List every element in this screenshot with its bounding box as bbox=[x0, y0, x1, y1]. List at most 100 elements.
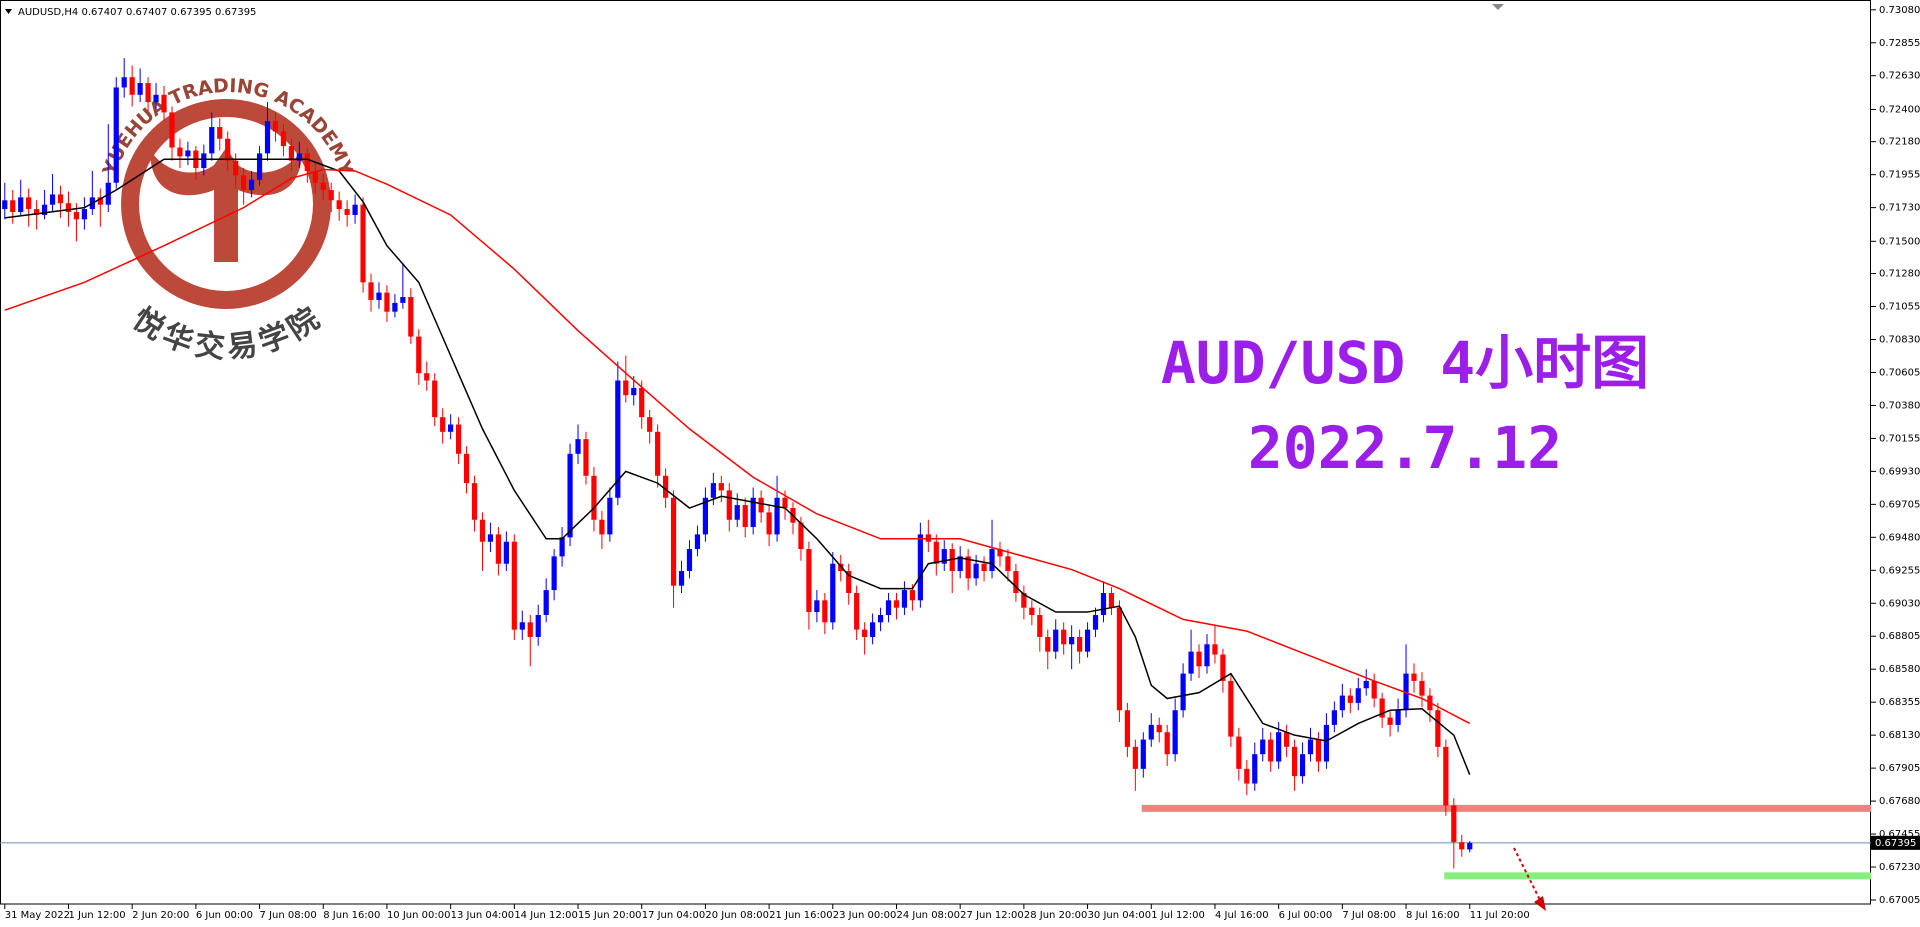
y-tick-label: 0.70155 bbox=[1879, 433, 1920, 444]
logo-mark bbox=[150, 148, 302, 262]
candle-body bbox=[479, 519, 486, 542]
x-tick-label: 1 Jul 12:00 bbox=[1151, 910, 1205, 921]
candle-body bbox=[137, 83, 143, 95]
candle-body bbox=[1148, 724, 1154, 740]
candle-body bbox=[917, 534, 923, 601]
plot-layer bbox=[0, 58, 1871, 880]
candle-body bbox=[113, 87, 119, 183]
candle-body bbox=[877, 614, 884, 623]
candle-body bbox=[1387, 717, 1393, 725]
candle-body bbox=[424, 373, 430, 381]
candle-body bbox=[798, 522, 804, 550]
y-tick-label: 0.71055 bbox=[1879, 302, 1920, 313]
candle-body bbox=[185, 150, 191, 157]
x-tick-label: 7 Jul 08:00 bbox=[1342, 910, 1396, 921]
x-tick-label: 8 Jun 16:00 bbox=[323, 910, 380, 921]
y-tick-label: 0.67230 bbox=[1879, 862, 1920, 873]
candle-body bbox=[583, 439, 589, 476]
candle-body bbox=[1204, 644, 1210, 667]
candle-body bbox=[296, 153, 302, 161]
candle-body bbox=[814, 600, 820, 613]
annotation: AUD/USD 4小时图 bbox=[1161, 329, 1649, 397]
candle-body bbox=[2, 200, 8, 210]
candle-body bbox=[734, 505, 740, 520]
candle-body bbox=[49, 194, 56, 205]
candle-body bbox=[885, 600, 892, 615]
candle-body bbox=[1276, 732, 1282, 762]
candle-body bbox=[432, 380, 438, 418]
candle-body bbox=[1371, 680, 1377, 699]
y-tick-label: 0.71280 bbox=[1879, 269, 1920, 280]
x-tick-label: 4 Jul 16:00 bbox=[1215, 910, 1269, 921]
candle-body bbox=[710, 483, 716, 498]
y-tick-label: 0.71500 bbox=[1879, 236, 1920, 247]
candle-body bbox=[1252, 754, 1258, 784]
candle-body bbox=[1467, 842, 1473, 850]
candle-body bbox=[718, 483, 724, 491]
x-tick-label: 23 Jun 00:00 bbox=[833, 910, 897, 921]
y-tick-label: 0.69030 bbox=[1879, 598, 1920, 609]
header-icon bbox=[5, 9, 12, 14]
candle-body bbox=[169, 112, 175, 148]
candle-body bbox=[376, 292, 382, 300]
candle-body bbox=[344, 209, 350, 215]
candle-body bbox=[1180, 673, 1186, 711]
candle-body bbox=[1164, 732, 1170, 755]
y-tick-label: 0.71730 bbox=[1879, 203, 1920, 214]
candle-body bbox=[448, 424, 454, 432]
candle-body bbox=[662, 475, 669, 498]
candle-body bbox=[686, 549, 693, 572]
candle-body bbox=[26, 197, 32, 210]
x-tick-label: 6 Jun 00:00 bbox=[196, 910, 253, 921]
candle-body bbox=[1124, 710, 1130, 747]
candle-body bbox=[1172, 710, 1178, 755]
candle-body bbox=[336, 200, 342, 210]
candle-body bbox=[1196, 651, 1202, 667]
candle-body bbox=[647, 417, 653, 432]
candle-body bbox=[18, 197, 24, 213]
candle-body bbox=[567, 453, 573, 538]
candle-body bbox=[997, 549, 1003, 557]
candle-body bbox=[758, 497, 764, 513]
candle-body bbox=[495, 534, 502, 564]
candle-body bbox=[631, 387, 637, 396]
y-tick-label: 0.69255 bbox=[1879, 565, 1920, 576]
candle-body bbox=[248, 179, 255, 191]
candle-body bbox=[57, 194, 64, 204]
candle-body bbox=[1443, 746, 1449, 806]
candle-body bbox=[1379, 698, 1385, 718]
x-tick-label: 10 Jun 00:00 bbox=[387, 910, 451, 921]
candle-body bbox=[161, 94, 167, 113]
candle-body bbox=[1435, 710, 1441, 747]
candle-body bbox=[1411, 673, 1417, 681]
candle-body bbox=[1307, 739, 1314, 755]
candle-body bbox=[1347, 695, 1353, 703]
candle-body bbox=[766, 512, 772, 535]
y-tick-label: 0.68805 bbox=[1879, 631, 1920, 642]
x-tick-label: 27 Jun 12:00 bbox=[960, 910, 1024, 921]
candle-body bbox=[1419, 680, 1425, 696]
candle-body bbox=[893, 600, 900, 608]
candle-body bbox=[177, 147, 183, 157]
candle-body bbox=[320, 182, 326, 191]
candle-body bbox=[1132, 746, 1138, 769]
candle-body bbox=[1323, 724, 1330, 762]
candle-body bbox=[463, 453, 470, 484]
x-tick-label: 8 Jul 16:00 bbox=[1406, 910, 1460, 921]
candle-body bbox=[264, 121, 271, 154]
candle-body bbox=[129, 77, 135, 95]
candle-body bbox=[957, 556, 963, 572]
candle-body bbox=[965, 556, 971, 579]
candle-body bbox=[806, 549, 812, 613]
candle-body bbox=[455, 424, 462, 454]
x-tick-label: 14 Jun 12:00 bbox=[514, 910, 578, 921]
y-tick-label: 0.68580 bbox=[1879, 664, 1920, 675]
candle-body bbox=[607, 497, 613, 535]
candle-body bbox=[121, 77, 127, 88]
candle-body bbox=[280, 131, 287, 147]
candle-body bbox=[73, 212, 80, 220]
candle-body bbox=[400, 297, 406, 303]
candle-body bbox=[702, 497, 709, 535]
candle-body bbox=[408, 297, 414, 337]
logo-ring bbox=[121, 99, 331, 309]
